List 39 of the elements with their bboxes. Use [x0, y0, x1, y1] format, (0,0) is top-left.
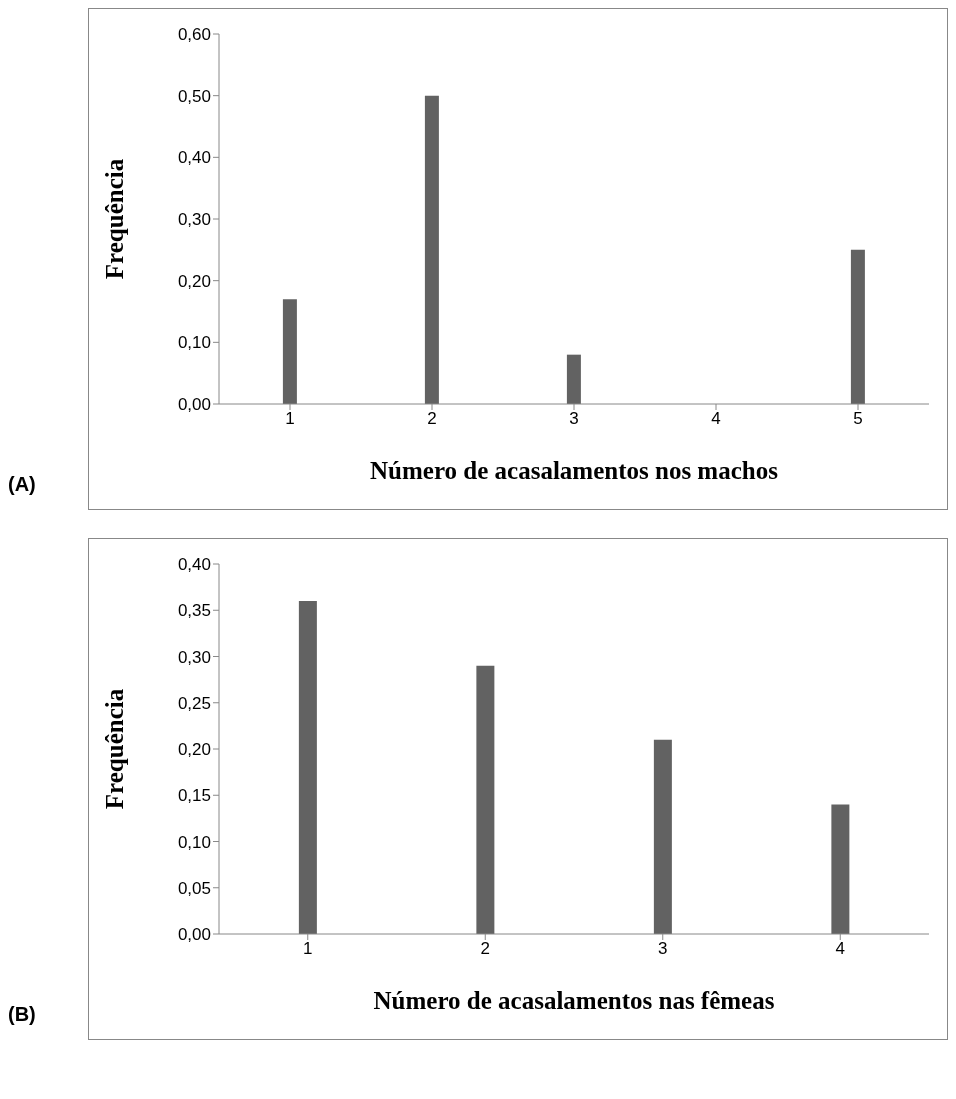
bar — [298, 601, 317, 934]
x-tick-label: 4 — [835, 939, 845, 959]
bar — [566, 354, 581, 404]
y-tick-label: 0,35 — [177, 601, 211, 621]
bar — [476, 665, 495, 934]
x-axis-title: Número de acasalamentos nos machos — [370, 457, 779, 484]
y-tick-label: 0,00 — [177, 925, 211, 945]
y-tick-label: 0,15 — [177, 786, 211, 806]
x-tick-label: 3 — [569, 409, 579, 429]
x-axis-title: Número de acasalamentos nas fêmeas — [373, 987, 775, 1014]
y-tick-label: 0,10 — [177, 333, 211, 353]
bar — [424, 95, 439, 404]
y-tick-label: 0,30 — [177, 647, 211, 667]
y-axis-title: Frequência — [100, 688, 128, 810]
y-tick-label: 0,40 — [177, 555, 211, 575]
text: (B) — [8, 1003, 36, 1026]
x-tick-label: 1 — [285, 409, 295, 429]
y-axis-title: Frequência — [100, 158, 128, 280]
x-tick-label: 4 — [711, 409, 721, 429]
bar — [282, 299, 297, 404]
text: (A) — [8, 473, 36, 496]
y-tick-label: 0,30 — [177, 210, 211, 230]
y-tick-label: 0,20 — [177, 740, 211, 760]
x-tick-label: 2 — [480, 939, 490, 959]
y-tick-label: 0,20 — [177, 271, 211, 291]
y-tick-label: 0,40 — [177, 148, 211, 168]
x-tick-label: 2 — [427, 409, 437, 429]
y-tick-label: 0,60 — [177, 25, 211, 45]
x-tick-label: 5 — [853, 409, 863, 429]
bar — [831, 804, 850, 934]
bar — [850, 249, 865, 404]
x-tick-label: 3 — [658, 939, 668, 959]
y-tick-label: 0,25 — [177, 693, 211, 713]
y-tick-label: 0,10 — [177, 832, 211, 852]
y-tick-label: 0,00 — [177, 395, 211, 415]
bar — [653, 739, 672, 934]
y-tick-label: 0,50 — [177, 86, 211, 106]
y-tick-label: 0,05 — [177, 878, 211, 898]
x-tick-label: 1 — [303, 939, 313, 959]
